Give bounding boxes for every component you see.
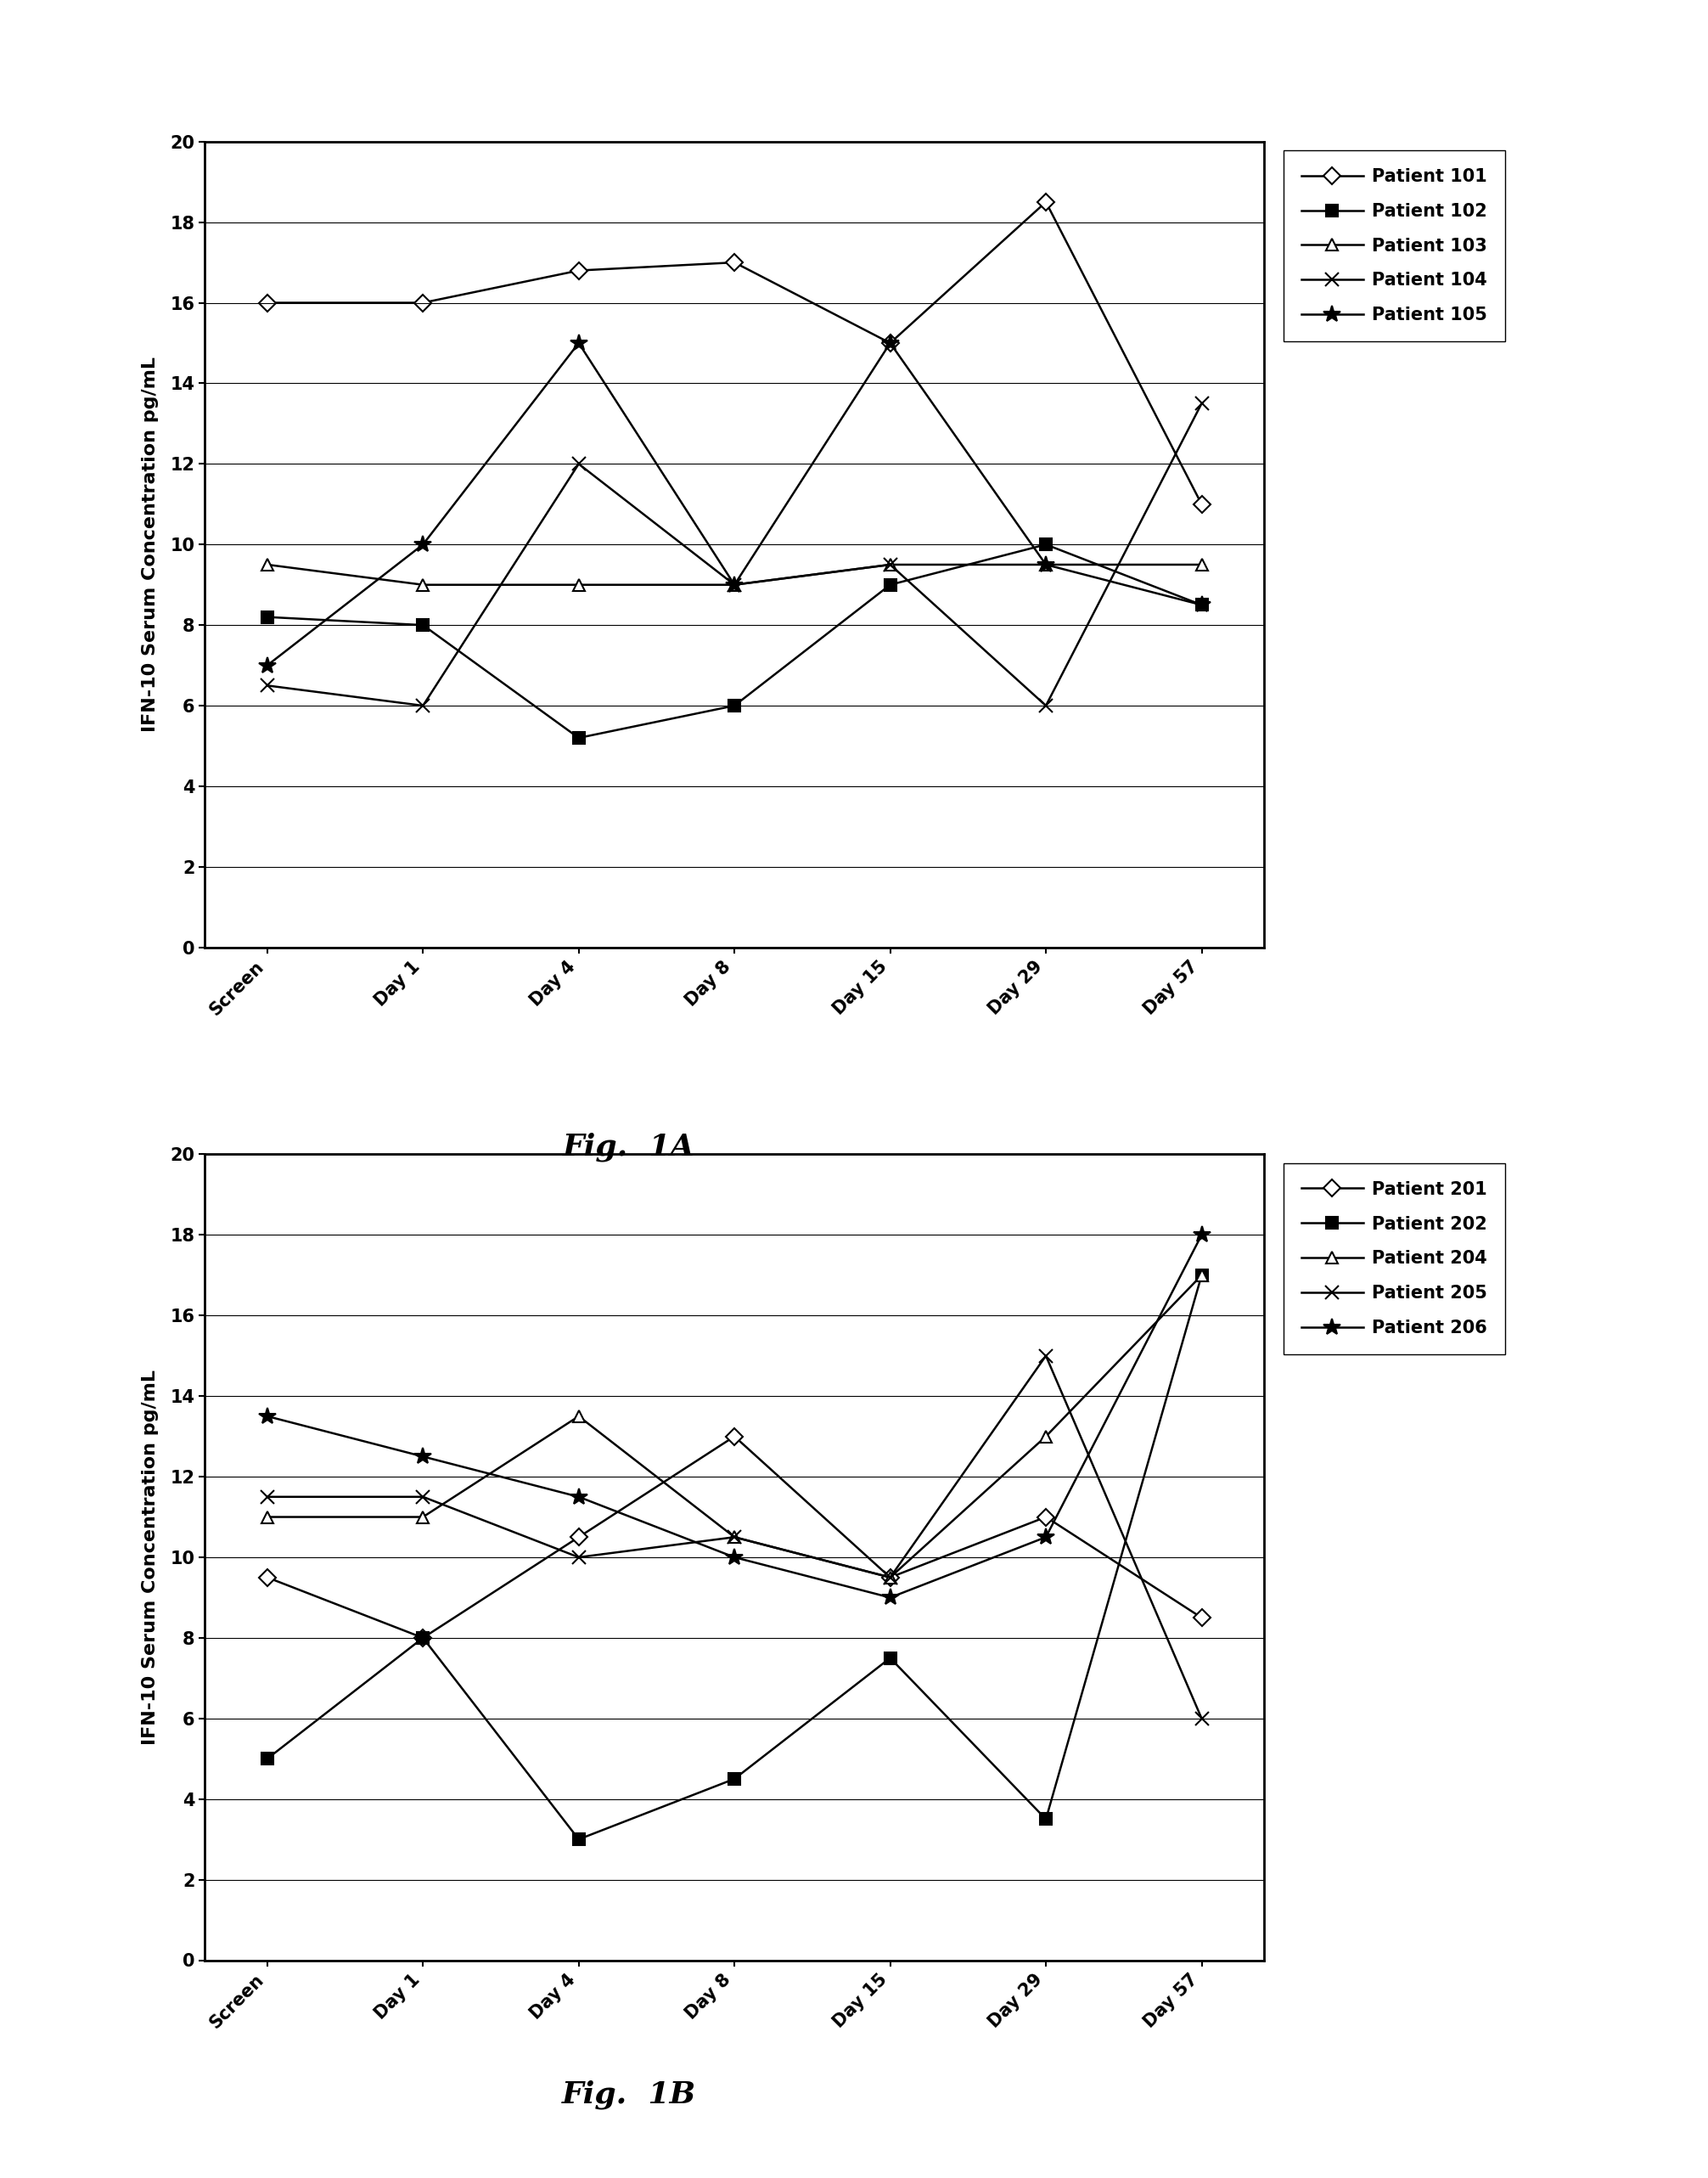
Patient 101 (1035, 189, 1056, 216)
Patient 206 (880, 1586, 900, 1612)
Line: Patient 104: Patient 104 (260, 396, 1209, 712)
Patient 204 (1192, 1261, 1213, 1287)
Patient 102 (569, 725, 589, 751)
Patient 103 (413, 573, 434, 599)
Y-axis label: IFN-10 Serum Concentration pg/mL: IFN-10 Serum Concentration pg/mL (142, 1370, 159, 1745)
Patient 205 (569, 1544, 589, 1570)
Patient 205 (413, 1483, 434, 1509)
Patient 102 (880, 573, 900, 599)
Patient 201 (724, 1424, 745, 1451)
Patient 204 (880, 1564, 900, 1590)
Patient 102 (413, 612, 434, 638)
Patient 202 (569, 1825, 589, 1851)
Patient 101 (569, 257, 589, 283)
Patient 102 (1035, 531, 1056, 558)
Patient 205 (256, 1483, 277, 1509)
Line: Patient 204: Patient 204 (261, 1270, 1208, 1583)
Patient 202 (1192, 1261, 1213, 1287)
Patient 204 (1035, 1424, 1056, 1451)
Patient 103 (569, 573, 589, 599)
Patient 103 (256, 551, 277, 577)
Patient 206 (256, 1403, 277, 1429)
Patient 201 (1192, 1605, 1213, 1631)
Line: Patient 206: Patient 206 (258, 1226, 1211, 1607)
Patient 205 (880, 1564, 900, 1590)
Patient 202 (256, 1747, 277, 1773)
Patient 206 (724, 1544, 745, 1570)
Patient 104 (880, 551, 900, 577)
Patient 105 (1035, 551, 1056, 577)
Patient 201 (413, 1625, 434, 1651)
Patient 202 (724, 1766, 745, 1792)
Text: Fig.  1B: Fig. 1B (562, 2080, 695, 2108)
Patient 102 (1192, 592, 1213, 619)
Patient 101 (413, 290, 434, 316)
Legend: Patient 101, Patient 102, Patient 103, Patient 104, Patient 105: Patient 101, Patient 102, Patient 103, P… (1283, 150, 1505, 342)
Patient 202 (880, 1644, 900, 1671)
Y-axis label: IFN-10 Serum Concentration pg/mL: IFN-10 Serum Concentration pg/mL (142, 357, 159, 732)
Patient 201 (1035, 1503, 1056, 1529)
Line: Patient 102: Patient 102 (261, 538, 1208, 745)
Patient 104 (256, 673, 277, 699)
Patient 204 (724, 1525, 745, 1551)
Line: Patient 103: Patient 103 (261, 560, 1208, 590)
Patient 101 (1192, 492, 1213, 518)
Patient 101 (880, 331, 900, 357)
Patient 103 (1192, 551, 1213, 577)
Patient 105 (413, 531, 434, 558)
Patient 105 (724, 573, 745, 599)
Patient 103 (724, 573, 745, 599)
Patient 205 (1035, 1342, 1056, 1370)
Patient 206 (1192, 1222, 1213, 1248)
Patient 104 (724, 573, 745, 599)
Patient 103 (1035, 551, 1056, 577)
Patient 105 (1192, 592, 1213, 619)
Patient 102 (724, 693, 745, 719)
Legend: Patient 201, Patient 202, Patient 204, Patient 205, Patient 206: Patient 201, Patient 202, Patient 204, P… (1283, 1163, 1505, 1355)
Patient 204 (569, 1403, 589, 1429)
Patient 105 (256, 653, 277, 680)
Patient 105 (569, 331, 589, 357)
Patient 202 (1035, 1806, 1056, 1832)
Line: Patient 105: Patient 105 (258, 333, 1211, 675)
Patient 204 (413, 1503, 434, 1529)
Text: Fig.  1A: Fig. 1A (562, 1133, 695, 1161)
Patient 201 (569, 1525, 589, 1551)
Patient 103 (880, 551, 900, 577)
Patient 202 (413, 1625, 434, 1651)
Patient 101 (724, 250, 745, 277)
Patient 101 (256, 290, 277, 316)
Patient 201 (880, 1564, 900, 1590)
Patient 105 (880, 331, 900, 357)
Patient 201 (256, 1564, 277, 1590)
Line: Patient 205: Patient 205 (260, 1348, 1209, 1725)
Patient 104 (569, 451, 589, 477)
Line: Patient 101: Patient 101 (261, 196, 1208, 510)
Patient 205 (1192, 1705, 1213, 1732)
Patient 206 (569, 1483, 589, 1509)
Patient 206 (413, 1444, 434, 1470)
Patient 205 (724, 1525, 745, 1551)
Patient 104 (1192, 390, 1213, 416)
Patient 204 (256, 1503, 277, 1529)
Patient 102 (256, 603, 277, 629)
Patient 104 (413, 693, 434, 719)
Patient 206 (1035, 1525, 1056, 1551)
Line: Patient 202: Patient 202 (261, 1270, 1208, 1845)
Line: Patient 201: Patient 201 (261, 1431, 1208, 1644)
Patient 104 (1035, 693, 1056, 719)
